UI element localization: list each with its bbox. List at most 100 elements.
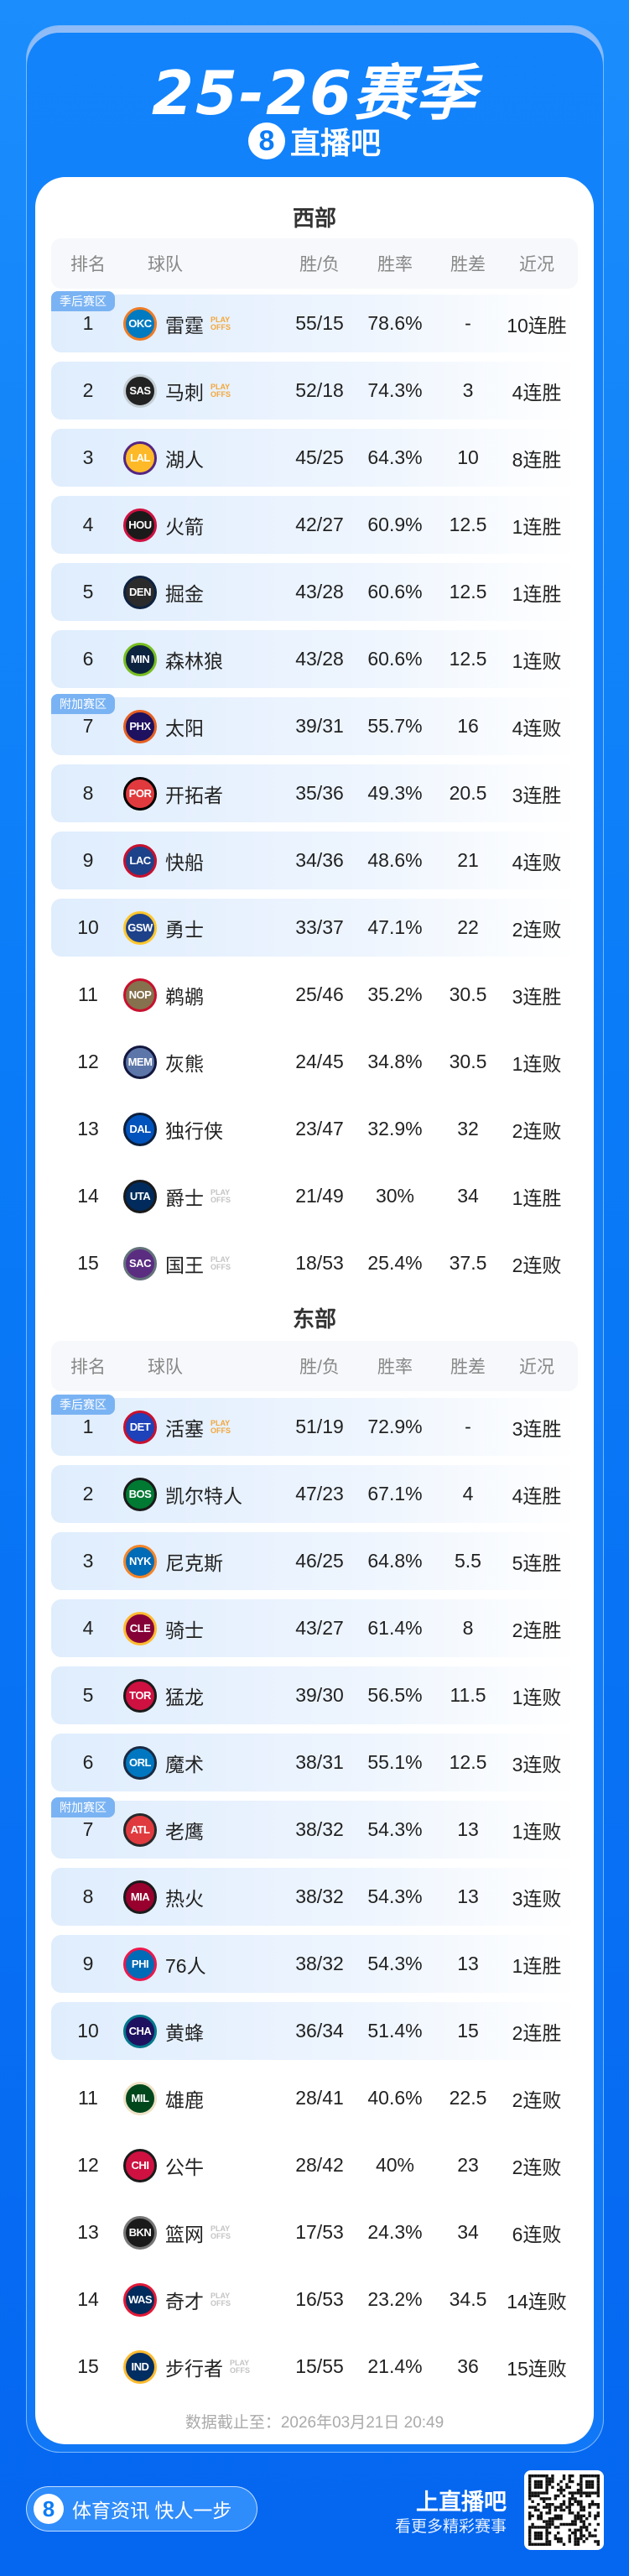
qr-module — [571, 2480, 574, 2484]
qr-module — [559, 2485, 563, 2489]
qr-module — [568, 2485, 571, 2489]
table-row[interactable]: 4 CLE 骑士 43/27 61.4% 8 2连胜 — [51, 1599, 578, 1657]
table-row[interactable]: 4 HOU 火箭 42/27 60.9% 12.5 1连胜 — [51, 496, 578, 554]
table-row[interactable]: 15 SAC 国王 PLAY OFFS 18/53 25.4% 37.5 2连败 — [51, 1234, 578, 1292]
qr-module — [596, 2489, 600, 2492]
qr-module — [531, 2526, 534, 2529]
team-cell: TOR 猛龙 — [123, 1666, 341, 1724]
games-behind-cell: - — [465, 1416, 471, 1437]
qr-module — [537, 2514, 540, 2517]
qr-module — [554, 2508, 557, 2512]
team-logo-icon: CHA — [123, 2014, 157, 2048]
win-loss-cell: 51/19 — [295, 1416, 344, 1437]
qr-module — [562, 2474, 566, 2478]
table-row[interactable]: 10 GSW 勇士 33/37 47.1% 22 2连败 — [51, 899, 578, 957]
qr-module — [537, 2542, 540, 2546]
rank-cell: 6 — [82, 1751, 94, 1773]
win-loss-cell: 39/30 — [295, 1684, 344, 1706]
slogan-pill[interactable]: 8 体育资讯 快人一步 — [26, 2486, 257, 2532]
win-loss-cell: 42/27 — [295, 514, 344, 535]
table-row[interactable]: 11 NOP 鹈鹕 25/46 35.2% 30.5 3连胜 — [51, 966, 578, 1024]
team-cell: IND 步行者 PLAY OFFS — [123, 2338, 341, 2396]
qr-module — [574, 2534, 577, 2537]
qr-module — [528, 2540, 532, 2543]
qr-module — [568, 2534, 571, 2537]
table-row[interactable]: 13 BKN 篮网 PLAY OFFS 17/53 24.3% 34 6连败 — [51, 2203, 578, 2261]
qr-module — [568, 2477, 571, 2480]
table-row[interactable]: 6 MIN 森林狼 43/28 60.6% 12.5 1连败 — [51, 630, 578, 688]
team-name: 快船 — [165, 851, 204, 873]
win-loss-cell: 28/41 — [295, 2087, 344, 2109]
qr-module — [582, 2508, 585, 2512]
qr-module — [551, 2477, 554, 2480]
column-header-team[interactable]: 球队 — [148, 1358, 183, 1377]
table-row[interactable]: 14 UTA 爵士 PLAY OFFS 21/49 30% 34 1连胜 — [51, 1167, 578, 1225]
table-row[interactable]: 3 LAL 湖人 45/25 64.3% 10 8连胜 — [51, 429, 578, 487]
table-row[interactable]: 12 CHI 公牛 28/42 40% 23 2连败 — [51, 2136, 578, 2194]
qr-module — [528, 2511, 532, 2515]
win-loss-cell: 46/25 — [295, 1550, 344, 1572]
team-logo-icon: NYK — [123, 1544, 157, 1578]
column-header-games-behind[interactable]: 胜差 — [450, 255, 486, 274]
column-header-rank[interactable]: 排名 — [70, 255, 106, 274]
qr-module — [557, 2537, 560, 2541]
games-behind-cell: 8 — [462, 1617, 474, 1639]
table-row[interactable]: 7 ATL 老鹰 38/32 54.3% 13 1连败 附加赛区 — [51, 1797, 578, 1859]
column-header-games-behind[interactable]: 胜差 — [450, 1358, 486, 1377]
table-row[interactable]: 12 MEM 灰熊 24/45 34.8% 30.5 1连败 — [51, 1033, 578, 1091]
column-header-win-loss[interactable]: 胜/负 — [299, 1358, 340, 1377]
column-header-streak[interactable]: 近况 — [519, 255, 554, 274]
qr-module — [585, 2474, 589, 2478]
column-header-streak[interactable]: 近况 — [519, 1358, 554, 1377]
qr-module — [559, 2506, 563, 2509]
table-row[interactable]: 1 OKC 雷霆 PLAY OFFS 55/15 78.6% - 10连胜 季后赛区 — [51, 291, 578, 352]
rank-cell: 3 — [82, 446, 94, 468]
table-row[interactable]: 13 DAL 独行侠 23/47 32.9% 32 2连败 — [51, 1100, 578, 1158]
column-header-win-loss[interactable]: 胜/负 — [299, 255, 340, 274]
team-name: 篮网 — [165, 2223, 204, 2245]
table-row[interactable]: 6 ORL 魔术 38/31 55.1% 12.5 3连败 — [51, 1734, 578, 1791]
qr-code-icon[interactable] — [524, 2470, 604, 2550]
playin-zone-badge: 附加赛区 — [51, 694, 115, 714]
table-row[interactable]: 10 CHA 黄蜂 36/34 51.4% 15 2连胜 — [51, 2002, 578, 2060]
streak-cell: 14连败 — [507, 2290, 567, 2313]
table-row[interactable]: 5 DEN 掘金 43/28 60.6% 12.5 1连胜 — [51, 563, 578, 621]
table-row[interactable]: 5 TOR 猛龙 39/30 56.5% 11.5 1连败 — [51, 1666, 578, 1724]
team-cell: PHX 太阳 — [123, 697, 341, 755]
qr-module — [528, 2483, 532, 2486]
team-cell: ORL 魔术 — [123, 1734, 341, 1791]
team-name: 黄蜂 — [165, 2021, 204, 2044]
table-row[interactable]: 8 MIA 热火 38/32 54.3% 13 3连败 — [51, 1868, 578, 1926]
table-row[interactable]: 7 PHX 太阳 39/31 55.7% 16 4连败 附加赛区 — [51, 694, 578, 755]
table-row[interactable]: 14 WAS 奇才 PLAY OFFS 16/53 23.2% 34.5 14连败 — [51, 2271, 578, 2328]
streak-cell: 1连败 — [512, 649, 562, 672]
games-behind-cell: 30.5 — [449, 983, 487, 1005]
qr-module — [594, 2534, 597, 2537]
qr-module — [568, 2474, 571, 2478]
table-row[interactable]: 3 NYK 尼克斯 46/25 64.8% 5.5 5连胜 — [51, 1532, 578, 1590]
qr-module — [562, 2489, 566, 2492]
rank-cell: 3 — [82, 1550, 94, 1572]
table-row[interactable]: 15 IND 步行者 PLAY OFFS 15/55 21.4% 36 15连败 — [51, 2338, 578, 2396]
qr-module — [582, 2526, 585, 2529]
win-loss-cell: 23/47 — [295, 1118, 344, 1139]
table-row[interactable]: 9 LAC 快船 34/36 48.6% 21 4连败 — [51, 832, 578, 889]
qr-module — [576, 2489, 580, 2492]
column-header-win-pct[interactable]: 胜率 — [377, 255, 413, 274]
column-header-rank[interactable]: 排名 — [70, 1358, 106, 1377]
qr-module — [543, 2491, 546, 2495]
qr-module — [539, 2485, 543, 2489]
table-row[interactable]: 9 PHI 76人 38/32 54.3% 13 1连胜 — [51, 1935, 578, 1993]
team-name: 太阳 — [165, 717, 204, 739]
column-header-win-pct[interactable]: 胜率 — [377, 1358, 413, 1377]
qr-module — [539, 2497, 543, 2500]
table-row[interactable]: 2 SAS 马刺 PLAY OFFS 52/18 74.3% 3 4连胜 — [51, 362, 578, 420]
games-behind-cell: 34 — [457, 1185, 479, 1207]
column-header-team[interactable]: 球队 — [148, 255, 183, 274]
table-row[interactable]: 8 POR 开拓者 35/36 49.3% 20.5 3连胜 — [51, 764, 578, 822]
table-row[interactable]: 1 DET 活塞 PLAY OFFS 51/19 72.9% - 3连胜 季后赛区 — [51, 1395, 578, 1456]
table-row[interactable]: 2 BOS 凯尔特人 47/23 67.1% 4 4连胜 — [51, 1465, 578, 1523]
qr-module — [533, 2480, 538, 2484]
qr-module — [562, 2522, 566, 2526]
table-row[interactable]: 11 MIL 雄鹿 28/41 40.6% 22.5 2连败 — [51, 2069, 578, 2127]
